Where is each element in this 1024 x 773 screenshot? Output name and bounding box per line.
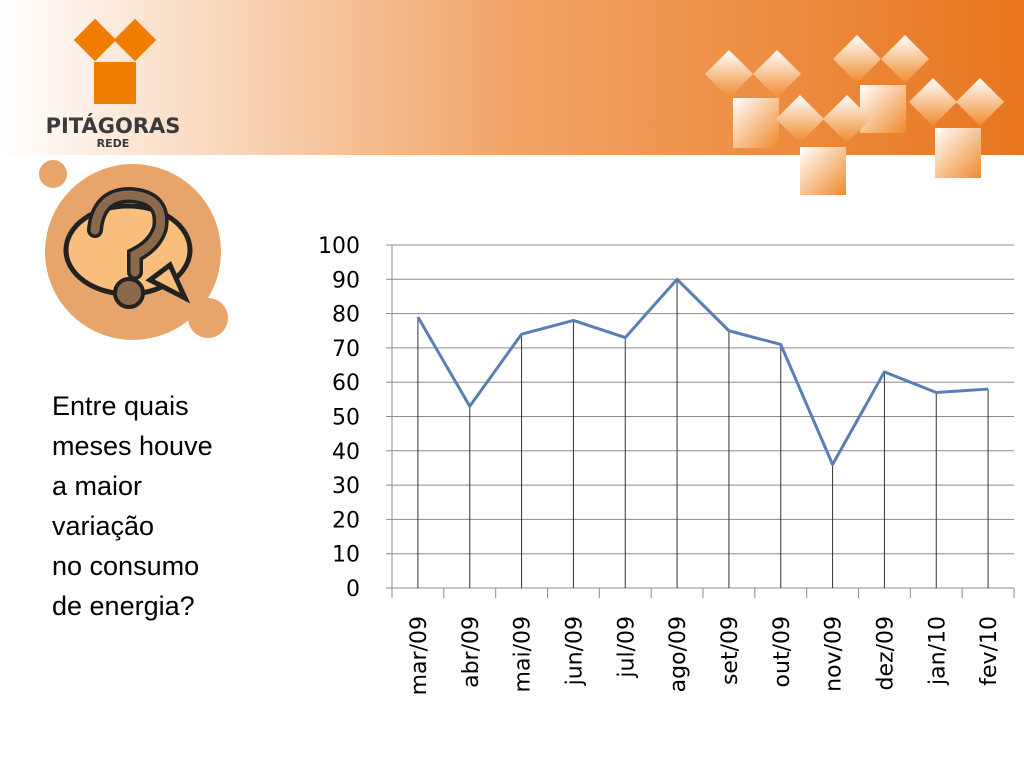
- x-tick-label: nov/09: [822, 616, 847, 692]
- y-tick-label: 90: [332, 268, 360, 293]
- x-tick-label: ago/09: [666, 616, 691, 692]
- header-decoration: [704, 34, 1005, 195]
- x-tick-label: jul/09: [614, 616, 639, 679]
- y-tick-label: 70: [332, 337, 360, 362]
- question-line: a maior: [52, 471, 142, 501]
- x-tick-label: dez/09: [873, 616, 898, 690]
- logo-name: PITÁGORAS: [46, 113, 181, 138]
- y-tick-label: 80: [332, 303, 360, 328]
- question-text: Entre quais meses houve a maior variação no …: [52, 391, 213, 621]
- x-tick-label: fev/10: [977, 616, 1002, 686]
- chart: 0 10 20 30 40 50 60 70 80 90 100 mar/09 abr/09 mai/09…: [318, 234, 1015, 695]
- x-tick-label: abr/09: [459, 616, 484, 688]
- x-tick-label: set/09: [718, 616, 743, 685]
- y-tick-label: 30: [332, 474, 360, 499]
- y-tick-label: 10: [332, 543, 360, 568]
- question-line: variação: [52, 511, 154, 541]
- logo-sub: REDE: [97, 137, 130, 150]
- x-tick-label: jun/09: [562, 616, 587, 686]
- x-tick-label: jan/10: [925, 616, 950, 686]
- x-tick-label: mar/09: [407, 616, 432, 695]
- y-tick-label: 20: [332, 508, 360, 533]
- question-line: no consumo: [52, 551, 199, 581]
- question-line: meses houve: [52, 431, 213, 461]
- y-tick-label: 50: [332, 406, 360, 431]
- x-tick-label: mai/09: [511, 616, 536, 692]
- y-tick-label: 40: [332, 440, 360, 465]
- question-icon: [39, 160, 228, 340]
- question-line: Entre quais: [52, 391, 189, 421]
- y-tick-label: 100: [318, 234, 360, 259]
- x-tick-label: out/09: [770, 616, 795, 687]
- data-line: [416, 277, 989, 467]
- question-line: de energia?: [52, 591, 195, 621]
- y-tick-label: 60: [332, 371, 360, 396]
- y-tick-label: 0: [346, 577, 360, 602]
